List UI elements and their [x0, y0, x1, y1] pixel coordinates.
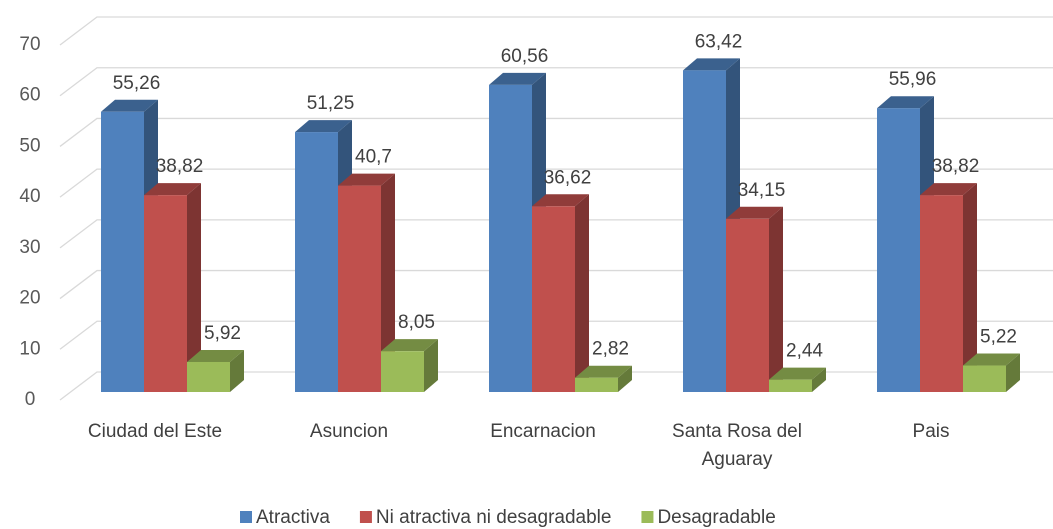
bar-top — [877, 96, 934, 109]
bar-side — [812, 367, 826, 392]
y-tick-label: 40 — [19, 186, 40, 207]
bar — [769, 367, 826, 392]
bar-top — [726, 206, 783, 219]
bar-side — [769, 206, 783, 392]
bar-top — [338, 173, 395, 186]
bar-top — [963, 353, 1020, 366]
bar-side — [230, 349, 244, 392]
bar-front — [489, 84, 532, 393]
data-label: 38,82 — [156, 156, 204, 177]
bar-front — [187, 361, 230, 392]
bar-top — [683, 58, 740, 71]
bar-top — [920, 183, 977, 196]
bar-side — [381, 173, 395, 392]
bar-front — [101, 111, 144, 392]
data-label: 2,44 — [786, 341, 823, 362]
data-label: 2,82 — [592, 339, 629, 360]
data-label: 51,25 — [307, 93, 355, 114]
bar-top — [101, 99, 158, 112]
legend-label: Desagradable — [657, 507, 775, 528]
bar-top — [532, 194, 589, 207]
bar — [381, 339, 438, 392]
x-tick-label: Pais — [912, 421, 950, 442]
data-label: 55,96 — [889, 69, 937, 90]
bar-front — [963, 365, 1006, 392]
bar-front — [295, 132, 338, 392]
x-tick-label: Santa Rosa del Aguaray — [672, 421, 802, 470]
data-label: 40,7 — [355, 147, 392, 168]
bar-front — [877, 108, 920, 393]
bar-top — [575, 365, 632, 378]
bar-front — [381, 351, 424, 392]
bar-top — [295, 120, 352, 133]
data-label: 5,92 — [204, 323, 241, 344]
y-tick-label: 30 — [19, 237, 40, 258]
y-tick-label: 0 — [25, 389, 36, 410]
bar-side — [618, 365, 632, 392]
bar-top — [769, 367, 826, 380]
bar-top — [381, 339, 438, 352]
y-tick-label: 20 — [19, 288, 40, 309]
bar-top — [187, 349, 244, 362]
data-label: 34,15 — [738, 180, 786, 201]
y-tick-label: 70 — [19, 34, 40, 55]
bar-front — [769, 379, 812, 392]
bar — [963, 353, 1020, 392]
bar — [575, 365, 632, 392]
legend-label: Ni atractiva ni desagradable — [376, 507, 612, 528]
legend-swatch — [359, 511, 372, 523]
bar-front — [338, 185, 381, 392]
bar-side — [963, 183, 977, 392]
bar — [683, 58, 740, 393]
legend-swatch — [240, 511, 252, 523]
data-label: 55,26 — [113, 73, 161, 94]
bar — [144, 183, 201, 392]
data-label: 63,42 — [695, 31, 743, 52]
bar — [726, 206, 783, 392]
bar-top — [489, 72, 546, 85]
bar-front — [532, 206, 575, 392]
data-label: 36,62 — [544, 167, 592, 188]
bar-side — [575, 194, 589, 392]
bar — [338, 173, 395, 392]
bar — [920, 183, 977, 392]
bar — [187, 349, 244, 392]
y-tick-label: 50 — [19, 135, 40, 156]
legend-swatch — [641, 511, 654, 523]
data-label: 5,22 — [980, 327, 1017, 348]
bar-side — [1006, 353, 1020, 392]
bar-front — [726, 218, 769, 392]
grid-line — [59, 16, 1053, 46]
bar-front — [683, 70, 726, 393]
y-tick-label: 10 — [19, 338, 40, 359]
y-tick-label: 60 — [19, 85, 40, 106]
data-label: 8,05 — [398, 312, 435, 333]
bar-front — [920, 195, 963, 392]
data-label: 60,56 — [501, 46, 549, 67]
x-tick-label: Asuncion — [309, 421, 389, 442]
bar-top — [144, 183, 201, 196]
bar-side — [187, 183, 201, 392]
bar — [532, 194, 589, 392]
bar-front — [144, 195, 187, 392]
bar-side — [424, 339, 438, 392]
data-label: 38,82 — [932, 156, 980, 177]
x-tick-label: Ciudad del Este — [87, 421, 223, 442]
legend-label: Atractiva — [256, 507, 330, 528]
x-tick-label: Encarnacion — [490, 421, 596, 442]
bar-front — [575, 377, 618, 392]
